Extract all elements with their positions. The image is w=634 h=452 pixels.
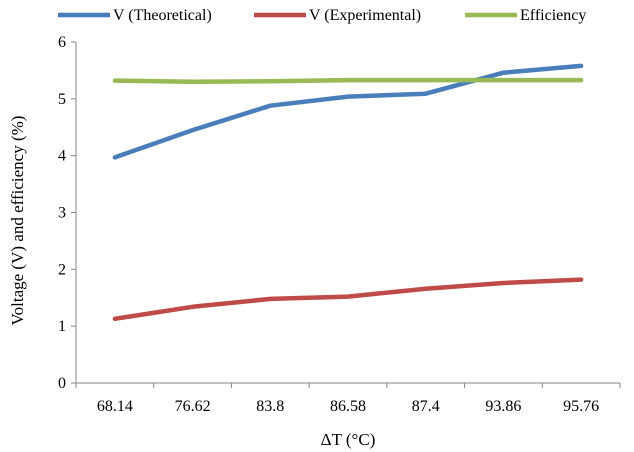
y-tick-label: 3 [58, 205, 66, 222]
x-tick-label: 68.14 [97, 398, 133, 415]
x-tick-label: 83.8 [256, 398, 284, 415]
y-tick-label: 0 [58, 375, 66, 392]
x-tick-label: 76.62 [175, 398, 211, 415]
y-tick-label: 2 [58, 261, 66, 278]
y-tick-label: 5 [58, 91, 66, 108]
y-tick-label: 1 [58, 318, 66, 335]
x-axis: 68.14 76.62 83.8 86.58 87.4 93.86 95.76 [75, 382, 621, 415]
series-line-2 [112, 277, 584, 322]
y-axis-title: Voltage (V) and efficiency (%) [8, 116, 27, 326]
series-line-3 [112, 77, 584, 85]
series-line-1 [112, 63, 584, 160]
y-tick-label: 4 [58, 148, 66, 165]
y-tick-label: 6 [58, 34, 66, 51]
x-tick-label: 95.76 [563, 398, 599, 415]
x-axis-title: ΔT (°C) [321, 430, 376, 449]
x-tick-label: 87.4 [412, 398, 440, 415]
y-axis: 0 1 2 3 4 5 6 [58, 34, 77, 392]
legend: V (Theoretical) V (Experimental) Efficienc… [58, 7, 586, 24]
x-tick-label: 86.58 [330, 398, 366, 415]
legend-label: V (Theoretical) [113, 7, 212, 24]
legend-label: Efficiency [520, 7, 586, 24]
legend-label: V (Experimental) [309, 7, 421, 24]
x-tick-label: 93.86 [485, 398, 521, 415]
series-lines [112, 63, 584, 322]
